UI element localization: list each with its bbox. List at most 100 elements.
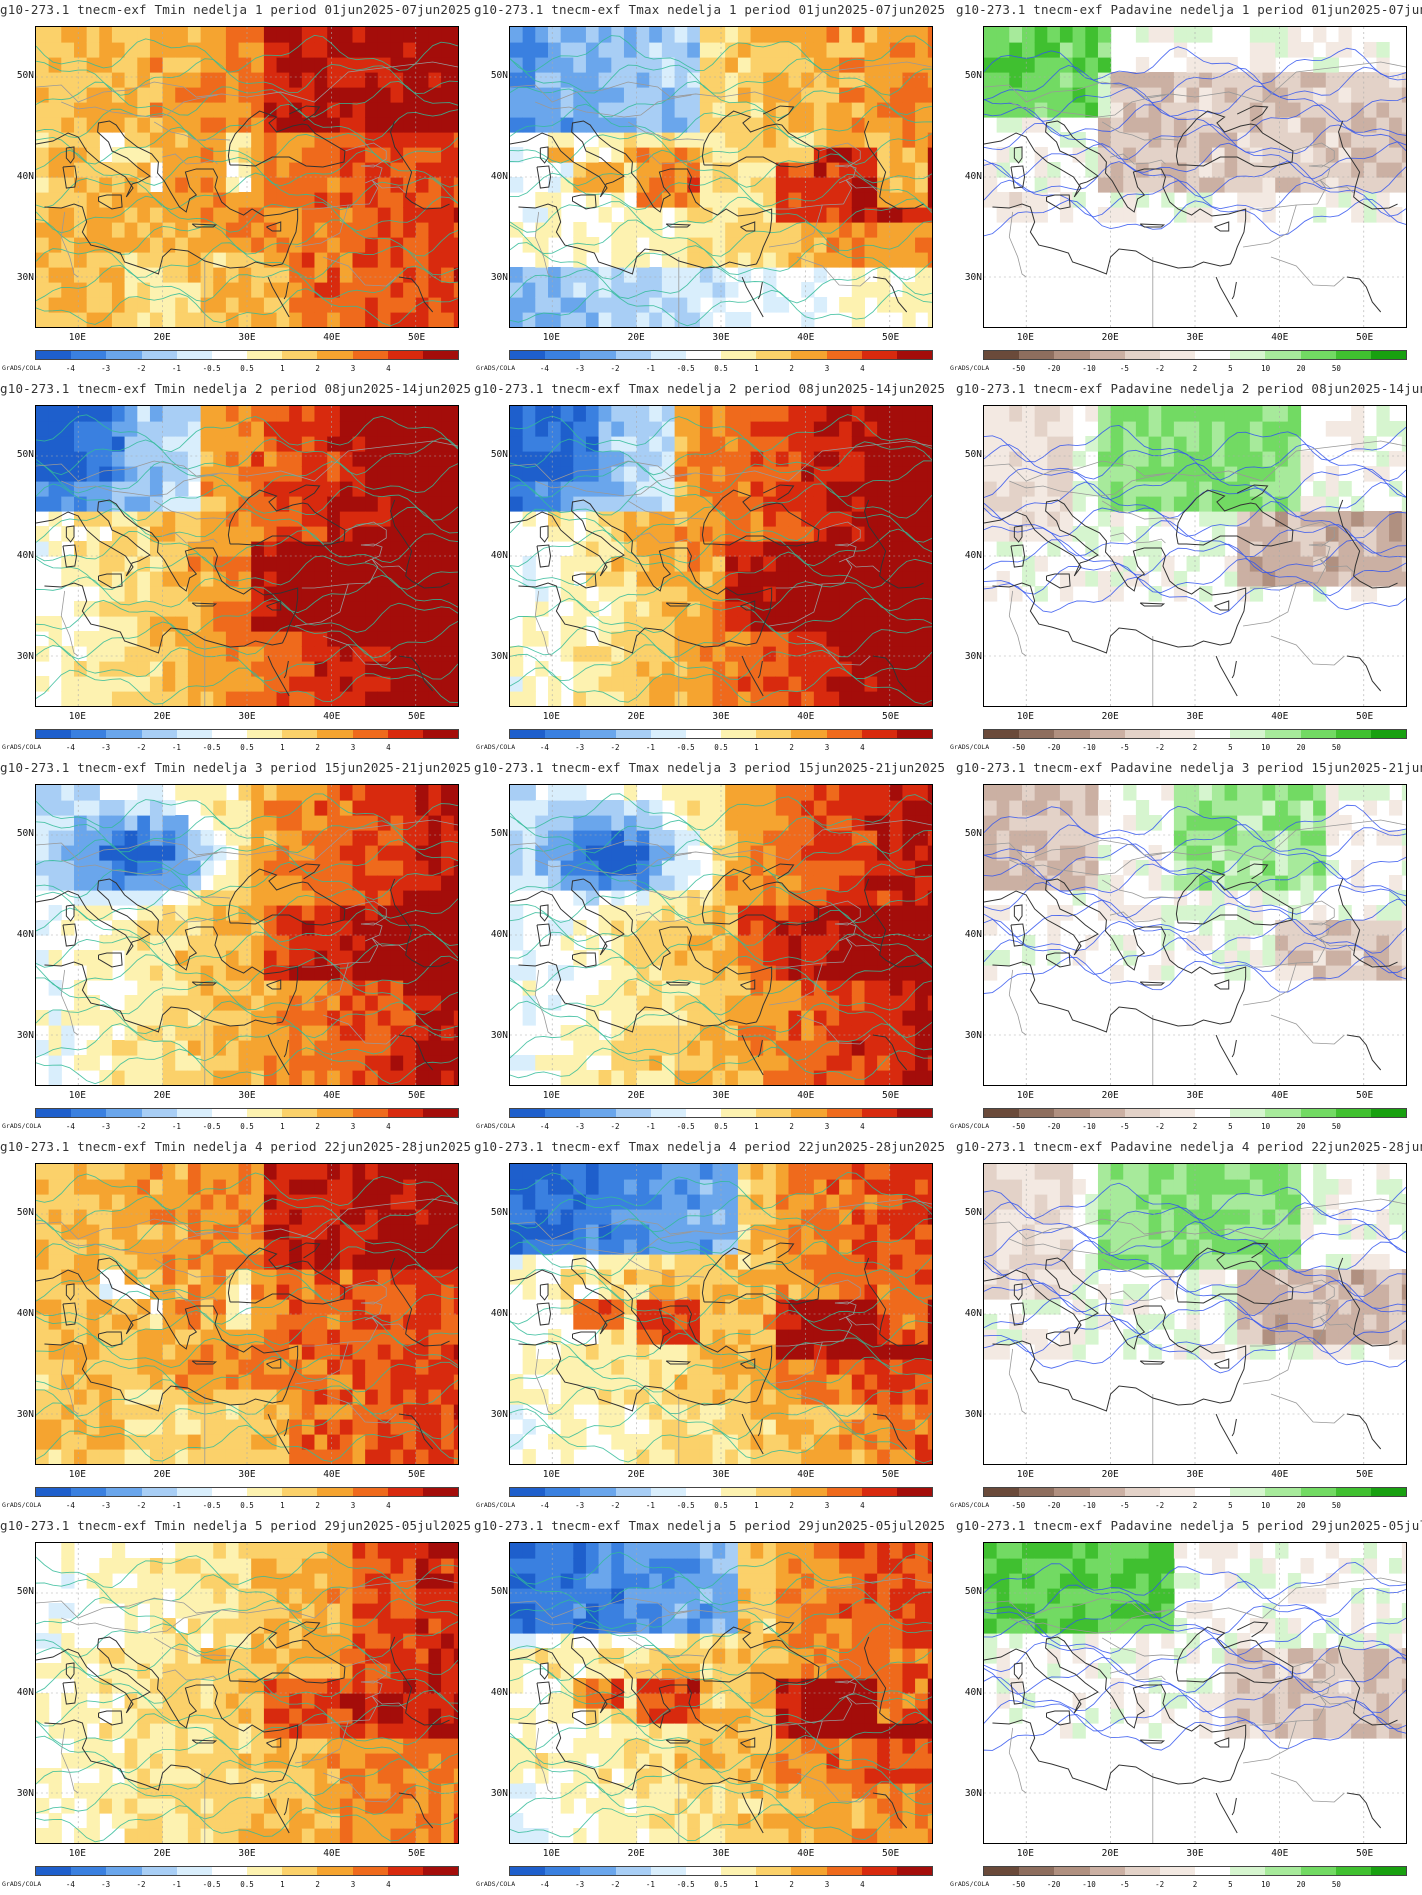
- coastlines: [36, 1621, 450, 1834]
- graticule: [984, 406, 1406, 706]
- lat-label: 40N: [490, 929, 508, 940]
- lon-label: 50E: [408, 1848, 426, 1859]
- color-bar-label: 4: [386, 1501, 391, 1510]
- color-bar: [35, 729, 459, 739]
- color-bar-label: 2: [315, 743, 320, 752]
- map-plot-area: [983, 784, 1407, 1086]
- lon-label: 30E: [238, 1090, 256, 1101]
- color-bar-label: -50: [1011, 1122, 1026, 1131]
- anomaly-field: [36, 406, 458, 706]
- tmin-map-panel: g10-273.1 tnecm-exf Tmin nedelja 1 perio…: [0, 0, 474, 379]
- color-bar: [509, 1487, 933, 1497]
- color-bar-label: 10: [1261, 743, 1271, 752]
- color-bar-label: -2: [1155, 1122, 1165, 1131]
- anomaly-field: [510, 406, 932, 706]
- color-bar-label: 3: [350, 1501, 356, 1510]
- color-bar: [983, 1487, 1407, 1497]
- color-bar-label: 0.5: [240, 1122, 254, 1131]
- color-bar: [35, 350, 459, 360]
- map-plot-area: [35, 1542, 459, 1844]
- color-bar-label: -4: [539, 743, 549, 752]
- lat-label: 40N: [490, 171, 508, 182]
- coastlines: [984, 863, 1398, 1076]
- pad-map-panel: g10-273.1 tnecm-exf Padavine nedelja 3 p…: [948, 758, 1422, 1137]
- grads-credit: GrADS/COLA: [476, 1880, 516, 1888]
- color-bar-label: -4: [65, 1501, 75, 1510]
- lat-label: 50N: [16, 449, 34, 461]
- lat-label: 50N: [964, 1207, 982, 1219]
- lon-label: 10E: [1016, 711, 1034, 722]
- panel-title: g10-273.1 tnecm-exf Tmin nedelja 4 perio…: [0, 1139, 472, 1154]
- lat-label: 30N: [964, 1408, 982, 1420]
- lon-label: 10E: [68, 332, 86, 343]
- color-bar-label: -5: [1119, 1880, 1129, 1889]
- color-bar-label: 5: [1228, 1501, 1233, 1510]
- color-bar-label: 2: [1192, 364, 1198, 373]
- lon-label: 10E: [68, 711, 86, 722]
- pad-map-panel: g10-273.1 tnecm-exf Padavine nedelja 2 p…: [948, 379, 1422, 758]
- color-bar-label: 3: [824, 743, 830, 752]
- coastlines: [36, 863, 450, 1076]
- lon-label: 40E: [1271, 1090, 1289, 1101]
- color-bar-label: -2: [136, 1880, 146, 1889]
- color-bar-label: 50: [1331, 743, 1341, 752]
- color-bar-label: -0.5: [202, 364, 221, 373]
- color-bar-label: -2: [610, 1122, 620, 1131]
- lon-label: 20E: [153, 332, 171, 343]
- lat-label: 50N: [16, 828, 34, 840]
- country-borders: [36, 1198, 458, 1464]
- lon-label: 30E: [712, 1848, 730, 1859]
- color-bar-label: 4: [386, 1122, 391, 1131]
- lon-label: 50E: [1356, 1469, 1374, 1480]
- lat-label: 40N: [16, 550, 34, 561]
- tmin-map-panel: g10-273.1 tnecm-exf Tmin nedelja 2 perio…: [0, 379, 474, 758]
- color-bar-label: -0.5: [202, 1501, 221, 1510]
- panel-title: g10-273.1 tnecm-exf Tmin nedelja 3 perio…: [0, 760, 472, 775]
- panel-title: g10-273.1 tnecm-exf Tmax nedelja 5 perio…: [474, 1518, 946, 1533]
- color-bar-label: 1: [280, 1880, 285, 1889]
- color-bar-label: -20: [1046, 364, 1061, 373]
- color-bar-label: -0.5: [202, 743, 221, 752]
- lon-label: 20E: [627, 1090, 645, 1101]
- lon-label: 30E: [238, 1848, 256, 1859]
- color-bar-label: -1: [171, 743, 181, 752]
- map-plot-area: [35, 784, 459, 1086]
- lon-label: 20E: [1101, 711, 1119, 722]
- lon-label: 10E: [542, 1469, 560, 1480]
- map-plot-area: [983, 405, 1407, 707]
- color-bar-label: 2: [1192, 743, 1198, 752]
- map-graphic: [36, 1543, 458, 1843]
- lon-label: 40E: [323, 332, 341, 343]
- color-bar-label: 3: [824, 1501, 830, 1510]
- grads-credit: GrADS/COLA: [950, 1501, 990, 1509]
- color-bar: [509, 350, 933, 360]
- lon-label: 10E: [542, 332, 560, 343]
- lon-label: 40E: [1271, 711, 1289, 722]
- color-bar-label: 5: [1228, 743, 1233, 752]
- color-bar-label: 20: [1296, 1501, 1306, 1510]
- coastlines: [984, 1621, 1398, 1834]
- color-bar-label: 1: [280, 1501, 285, 1510]
- color-bar-label: 4: [860, 1122, 865, 1131]
- grads-credit: GrADS/COLA: [2, 743, 42, 751]
- lat-label: 40N: [490, 1308, 508, 1319]
- grads-credit: GrADS/COLA: [950, 1122, 990, 1130]
- color-bar-label: -0.5: [676, 1880, 695, 1889]
- lon-label: 30E: [1186, 332, 1204, 343]
- color-bar-label: -3: [575, 364, 585, 373]
- color-bar-label: -3: [575, 743, 585, 752]
- color-bar-label: 50: [1331, 1122, 1341, 1131]
- panel-title: g10-273.1 tnecm-exf Tmin nedelja 1 perio…: [0, 2, 472, 17]
- color-bar-label: 3: [350, 364, 356, 373]
- color-bar-label: -1: [645, 743, 655, 752]
- contour-lines: [984, 425, 1406, 615]
- lat-label: 50N: [490, 1207, 508, 1219]
- color-bar-label: -4: [65, 743, 75, 752]
- lon-label: 40E: [323, 1848, 341, 1859]
- grads-credit: GrADS/COLA: [476, 1501, 516, 1509]
- map-graphic: [510, 785, 932, 1085]
- grads-credit: GrADS/COLA: [476, 743, 516, 751]
- lat-label: 30N: [16, 1408, 34, 1420]
- color-bar-label: -3: [101, 1880, 111, 1889]
- map-graphic: [984, 785, 1406, 1085]
